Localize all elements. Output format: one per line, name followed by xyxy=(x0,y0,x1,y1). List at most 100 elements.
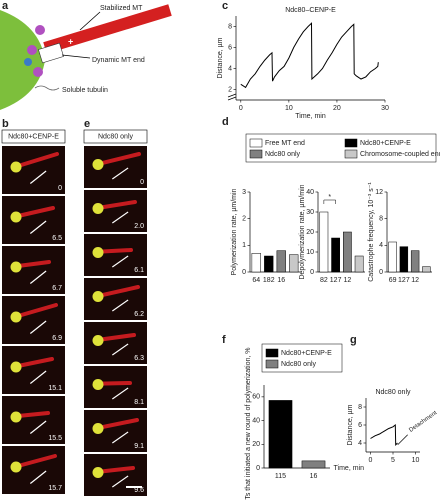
category-label: 69 xyxy=(389,277,397,284)
category-label: 127 xyxy=(330,277,342,284)
tubulin-icon xyxy=(34,85,60,91)
arrow xyxy=(112,255,129,268)
category-label: 16 xyxy=(277,277,285,284)
y-tick-label: 6 xyxy=(228,44,232,51)
y-tick-label: 40 xyxy=(252,417,260,424)
x-tick-label: 0 xyxy=(239,105,243,112)
chart-title: Ndc80–CENP-E xyxy=(285,7,336,14)
y-tick-label: 2 xyxy=(228,86,232,93)
arrow xyxy=(112,475,129,488)
y-tick-label: 20 xyxy=(252,441,260,448)
protein xyxy=(24,58,32,66)
time-label: 9.1 xyxy=(134,443,144,450)
bar xyxy=(289,254,299,273)
bead xyxy=(10,211,22,223)
header-box xyxy=(83,129,148,144)
bar xyxy=(251,253,261,273)
arrow xyxy=(29,470,47,484)
y-tick-label: 6 xyxy=(358,422,362,429)
bead xyxy=(92,202,104,214)
category-label: 82 xyxy=(320,277,328,284)
mt xyxy=(16,454,57,468)
y-tick-label: 40 xyxy=(306,189,314,196)
legend-label: Ndc80 only xyxy=(281,361,317,368)
y-axis-label: MTs that initiated a new round of polyme… xyxy=(245,348,252,500)
y-tick-label: 10 xyxy=(306,249,314,256)
panel-title: Ndc80+CENP-E xyxy=(8,133,59,140)
time-label: 6.9 xyxy=(52,335,62,342)
bead xyxy=(92,422,104,434)
arrow xyxy=(112,431,129,444)
bar xyxy=(410,250,420,273)
bead xyxy=(92,158,104,170)
y-tick-label: 2 xyxy=(242,216,246,223)
label: Dynamic MT end xyxy=(92,57,145,64)
legend-label: Ndc80 only xyxy=(265,151,301,158)
mt xyxy=(98,466,135,474)
mt xyxy=(98,285,140,298)
bar xyxy=(331,237,340,273)
arrow xyxy=(112,343,129,356)
label: Soluble tubulin xyxy=(62,87,108,94)
mt xyxy=(16,411,50,418)
legend-swatch xyxy=(344,138,358,148)
time-label: 6.5 xyxy=(52,235,62,242)
time-label: 2.0 xyxy=(134,223,144,230)
y-tick-label: 0 xyxy=(256,465,260,472)
bar xyxy=(264,255,274,273)
y-tick-label: 4 xyxy=(228,65,232,72)
y-axis-label: Polymerization rate, µm/min xyxy=(231,188,238,275)
category-label: 12 xyxy=(411,277,419,284)
time-label: 6.7 xyxy=(52,285,62,292)
dynamic-end xyxy=(38,42,64,64)
arrow xyxy=(29,220,47,234)
y-axis-label: Catastrophe frequency, 10⁻³ s⁻¹ xyxy=(368,182,375,282)
stabilized-mt xyxy=(43,4,172,54)
x-tick-label: 10 xyxy=(285,105,293,112)
panel-label: f xyxy=(222,334,226,346)
x-tick-label: 30 xyxy=(381,105,389,112)
bar xyxy=(354,255,364,273)
category-label: 64 xyxy=(252,277,260,284)
arrow xyxy=(112,387,129,400)
arrow xyxy=(112,167,129,180)
y-tick-label: 8 xyxy=(358,404,362,411)
time-label: 6.3 xyxy=(134,355,144,362)
panel-label: a xyxy=(2,0,9,12)
legend-swatch xyxy=(249,138,263,148)
x-tick-label: 5 xyxy=(391,457,395,464)
y-axis-label: Distance, µm xyxy=(347,404,354,445)
mt xyxy=(98,248,133,254)
bead xyxy=(10,311,22,323)
bar xyxy=(343,231,352,273)
panel-label: e xyxy=(84,118,90,130)
legend-swatch xyxy=(344,149,358,159)
x-tick-label: 10 xyxy=(412,457,420,464)
mt xyxy=(98,381,132,386)
annotation: * xyxy=(328,194,331,201)
bead xyxy=(92,334,104,346)
time-label: 9.6 xyxy=(134,487,144,494)
legend-swatch xyxy=(249,149,263,159)
bar xyxy=(268,400,293,469)
y-tick-label: 3 xyxy=(242,189,246,196)
category-label: 12 xyxy=(343,277,351,284)
category-label: 127 xyxy=(398,277,410,284)
legend-box xyxy=(245,133,437,163)
protein xyxy=(27,45,37,55)
y-tick-label: 0 xyxy=(379,269,383,276)
time-label: 0 xyxy=(58,185,62,192)
time-label: 0 xyxy=(140,179,144,186)
bead xyxy=(92,246,104,258)
x-tick-label: 20 xyxy=(333,105,341,112)
bar xyxy=(422,266,431,273)
mt xyxy=(16,303,58,318)
mt xyxy=(98,333,136,342)
arrow xyxy=(112,299,129,312)
mt xyxy=(98,418,139,430)
header-box xyxy=(1,129,66,144)
y-tick-label: 12 xyxy=(375,189,383,196)
x-axis-label: Time, min xyxy=(295,113,326,120)
arrow xyxy=(29,270,47,284)
